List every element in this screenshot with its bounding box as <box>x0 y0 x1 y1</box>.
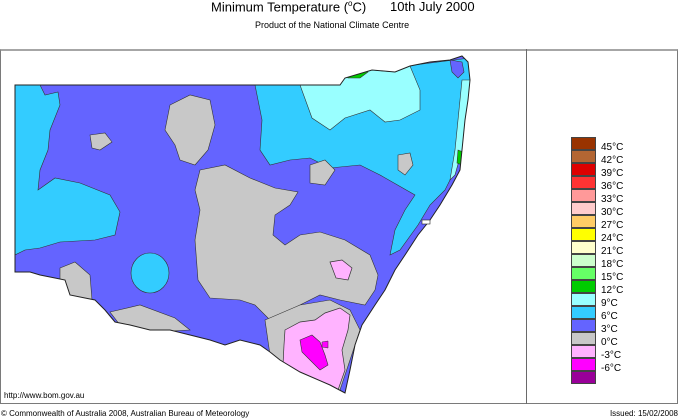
legend-label: 42°C <box>601 155 624 166</box>
legend-label: 3°C <box>601 324 618 335</box>
temperature-map <box>14 55 471 394</box>
legend-label: 36°C <box>601 181 624 192</box>
legend-swatch <box>571 332 596 345</box>
legend-label: 30°C <box>601 207 624 218</box>
legend-label: 18°C <box>601 259 624 270</box>
title-unit: C) <box>352 0 367 15</box>
legend-swatch <box>571 358 596 371</box>
legend-divider <box>526 49 527 404</box>
legend-swatch <box>571 163 596 176</box>
legend-swatch <box>571 345 596 358</box>
legend-swatch <box>571 267 596 280</box>
legend-swatch <box>571 137 596 150</box>
map-frame <box>0 49 678 404</box>
map-subtitle: Product of the National Climate Centre <box>255 20 410 30</box>
legend-label: 6°C <box>601 311 618 322</box>
legend-label: 24°C <box>601 233 624 244</box>
legend-swatch <box>571 254 596 267</box>
degree-sup: o <box>348 0 353 8</box>
bom-url-link[interactable]: http://www.bom.gov.au <box>4 391 85 400</box>
legend-label: -3°C <box>601 350 622 361</box>
legend-swatch <box>571 293 596 306</box>
copyright-notice: © Commonwealth of Australia 2008, Austra… <box>1 409 250 418</box>
title-text: Minimum Temperature ( <box>211 0 349 15</box>
legend-label: 27°C <box>601 220 624 231</box>
legend-swatch <box>571 306 596 319</box>
legend-swatch <box>571 189 596 202</box>
legend-swatch <box>571 176 596 189</box>
legend-label: 0°C <box>601 337 618 348</box>
legend-swatch <box>571 150 596 163</box>
title-bar: Minimum Temperature (oC) 10th July 2000 … <box>0 0 680 30</box>
legend-swatch <box>571 371 596 384</box>
legend-label: 45°C <box>601 142 624 153</box>
legend-swatch <box>571 241 596 254</box>
legend-swatch <box>571 319 596 332</box>
legend-label: 21°C <box>601 246 624 257</box>
legend-swatch <box>571 228 596 241</box>
legend-swatch <box>571 202 596 215</box>
issued-date: Issued: 15/02/2008 <box>609 409 678 418</box>
legend-swatch <box>571 280 596 293</box>
legend-swatch <box>571 215 596 228</box>
legend-label: 39°C <box>601 168 624 179</box>
legend-label: -6°C <box>601 363 622 374</box>
map-date: 10th July 2000 <box>390 0 475 14</box>
legend-label: 9°C <box>601 298 618 309</box>
map-title: Minimum Temperature (oC) <box>211 0 366 14</box>
legend-label: 15°C <box>601 272 624 283</box>
legend-label: 12°C <box>601 285 624 296</box>
legend-label: 33°C <box>601 194 624 205</box>
